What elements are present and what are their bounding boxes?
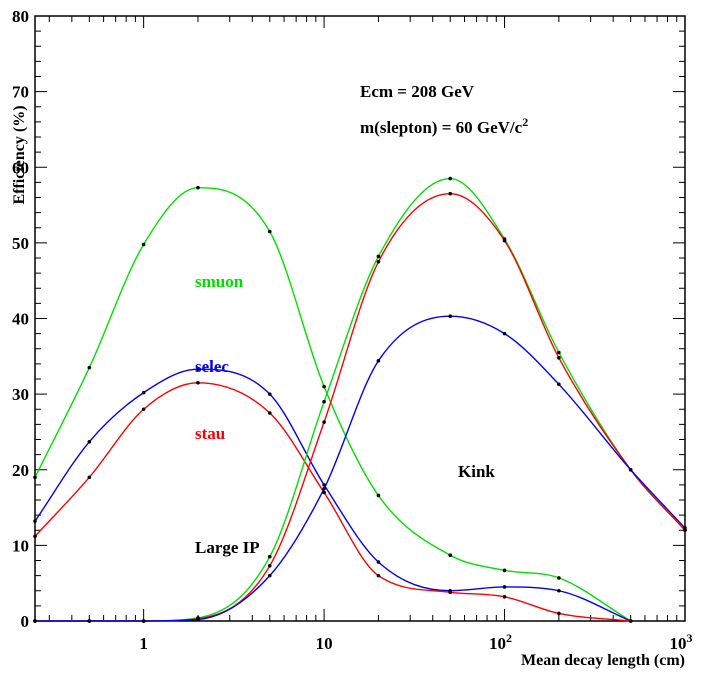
data-point (322, 483, 326, 487)
data-point (628, 619, 633, 623)
data-point (267, 563, 272, 568)
data-point (557, 382, 561, 387)
selec-curve (34, 368, 631, 622)
kink-4-curve (35, 193, 686, 622)
data-point (376, 573, 381, 578)
data-point (267, 392, 272, 396)
series-label-smuon: smuon (195, 272, 244, 291)
data-point (376, 359, 381, 363)
data-point (557, 611, 561, 616)
series-label-stau: stau (195, 424, 225, 443)
markers (33, 176, 687, 623)
data-point (502, 585, 507, 589)
data-point (196, 617, 200, 622)
y-tick-label: 20 (12, 461, 29, 480)
data-point (87, 365, 92, 370)
data-point (267, 229, 272, 234)
annotation: Kink (458, 462, 495, 481)
data-point (557, 588, 561, 593)
data-point (502, 595, 507, 599)
data-point (87, 439, 92, 444)
data-point (141, 242, 146, 247)
y-tick-label: 50 (12, 234, 29, 253)
data-point (448, 553, 453, 558)
data-point (322, 399, 326, 404)
data-point (141, 619, 146, 623)
data-point (141, 407, 146, 412)
data-point (448, 191, 453, 196)
data-point (376, 493, 381, 498)
data-point (87, 475, 92, 480)
smuon-curve (34, 186, 632, 622)
data-point (502, 331, 507, 336)
y-tick-label: 10 (12, 536, 29, 555)
x-tick-label: 1 (139, 634, 148, 653)
data-point (267, 573, 272, 578)
data-point (557, 350, 561, 355)
data-point (33, 519, 37, 523)
data-point (376, 254, 381, 259)
data-point (267, 554, 272, 559)
data-point (557, 576, 561, 580)
kink-5-curve (35, 315, 686, 622)
annotation: m(slepton) = 60 GeV/c2 (360, 115, 528, 137)
y-tick-label: 30 (12, 385, 29, 404)
curves (34, 177, 686, 622)
data-point (502, 238, 507, 243)
data-point (376, 560, 381, 564)
x-axis-title: Mean decay length (cm) (521, 652, 685, 669)
data-point (322, 420, 326, 424)
data-point (557, 356, 561, 360)
data-point (33, 619, 37, 623)
y-axis-title: Efficiency (%) (11, 105, 28, 204)
data-point (448, 176, 453, 181)
y-tick-label: 80 (12, 7, 29, 26)
data-point (322, 384, 326, 389)
data-point (267, 411, 272, 415)
annotation: Ecm = 208 GeV (360, 82, 475, 101)
data-point (322, 490, 326, 495)
plot-frame (34, 15, 686, 622)
y-tick-label: 40 (12, 310, 29, 329)
x-tick-label: 10 (316, 634, 333, 653)
data-point (87, 619, 92, 623)
data-point (196, 185, 200, 190)
data-point (628, 467, 633, 472)
data-point (376, 259, 381, 264)
data-point (448, 314, 453, 319)
data-point (322, 486, 326, 491)
data-point (33, 534, 37, 539)
annotation: Large IP (195, 538, 260, 557)
data-point (196, 380, 200, 385)
data-point (141, 390, 146, 395)
y-tick-label: 60 (12, 158, 29, 177)
series-label-selec: selec (195, 357, 229, 376)
data-point (683, 526, 687, 530)
labels: Ecm = 208 GeV m(slepton) = 60 GeV/c2 Kink L… (195, 82, 528, 557)
y-tick-label: 0 (21, 612, 30, 631)
stau-curve (34, 382, 631, 622)
data-point (196, 367, 200, 371)
data-point (33, 475, 37, 480)
x-tick-label: 103 (670, 631, 693, 653)
data-point (448, 590, 453, 595)
x-tick-label: 102 (489, 631, 512, 653)
data-point (502, 568, 507, 573)
y-tick-label: 70 (12, 83, 29, 102)
